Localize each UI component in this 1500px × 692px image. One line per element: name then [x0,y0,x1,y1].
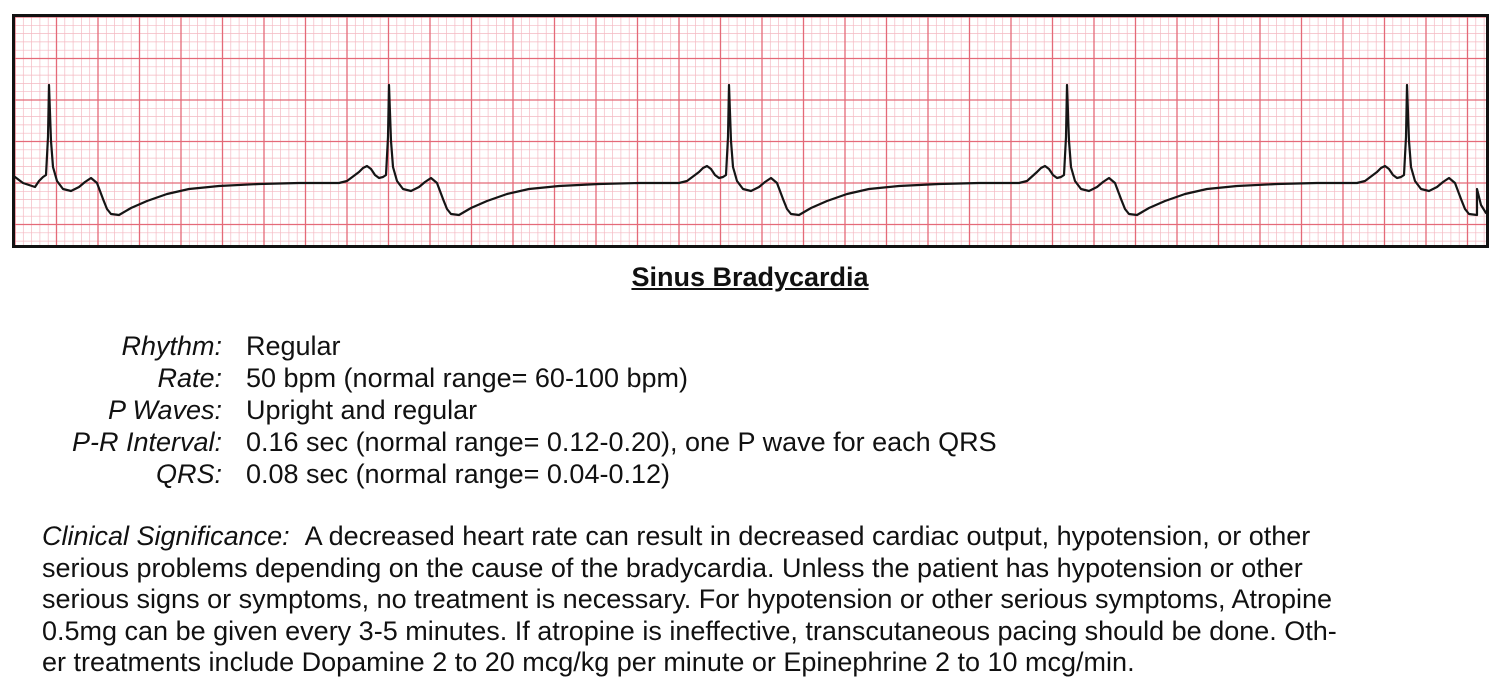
param-row-pr-interval: P-R Interval: 0.16 sec (normal range= 0.… [0,426,1500,458]
clinical-line: Clinical Significance: A decreased heart… [42,521,1482,553]
rhythm-parameters: Rhythm: Regular Rate: 50 bpm (normal ran… [0,330,1500,490]
param-value: Upright and regular [246,395,478,425]
ecg-rhythm-strip [15,17,1486,245]
clinical-label: Clinical Significance: [42,521,290,551]
param-value: Regular [246,331,341,361]
param-row-p-waves: P Waves: Upright and regular [0,394,1500,426]
param-row-qrs: QRS: 0.08 sec (normal range= 0.04-0.12) [0,458,1500,490]
param-label: P Waves: [107,395,222,425]
ecg-trace [15,83,1486,217]
clinical-line: 0.5mg can be given every 3-5 minutes. If… [42,615,1337,646]
ecg-grid-major [15,17,1486,245]
clinical-text: A decreased heart rate can result in dec… [304,521,1311,551]
ecg-strip [12,14,1489,248]
clinical-line: serious signs or symptoms, no treatment … [42,584,1333,615]
param-value: 0.08 sec (normal range= 0.04-0.12) [246,459,670,489]
param-value: 50 bpm (normal range= 60-100 bpm) [246,363,688,393]
param-label: P-R Interval: [71,427,222,457]
param-label: QRS: [155,459,222,489]
clinical-line: er treatments include Dopamine 2 to 20 m… [42,647,1135,678]
param-row-rhythm: Rhythm: Regular [0,330,1500,362]
clinical-line: serious problems depending on the cause … [42,552,1303,583]
rhythm-title: Sinus Bradycardia [631,262,869,292]
param-row-rate: Rate: 50 bpm (normal range= 60-100 bpm) [0,362,1500,394]
param-value: 0.16 sec (normal range= 0.12-0.20), one … [246,427,997,457]
ecg-grid-minor [15,17,1486,245]
clinical-significance: Clinical Significance: A decreased heart… [42,521,1482,679]
param-label: Rhythm: [121,331,222,361]
param-label: Rate: [157,363,222,393]
